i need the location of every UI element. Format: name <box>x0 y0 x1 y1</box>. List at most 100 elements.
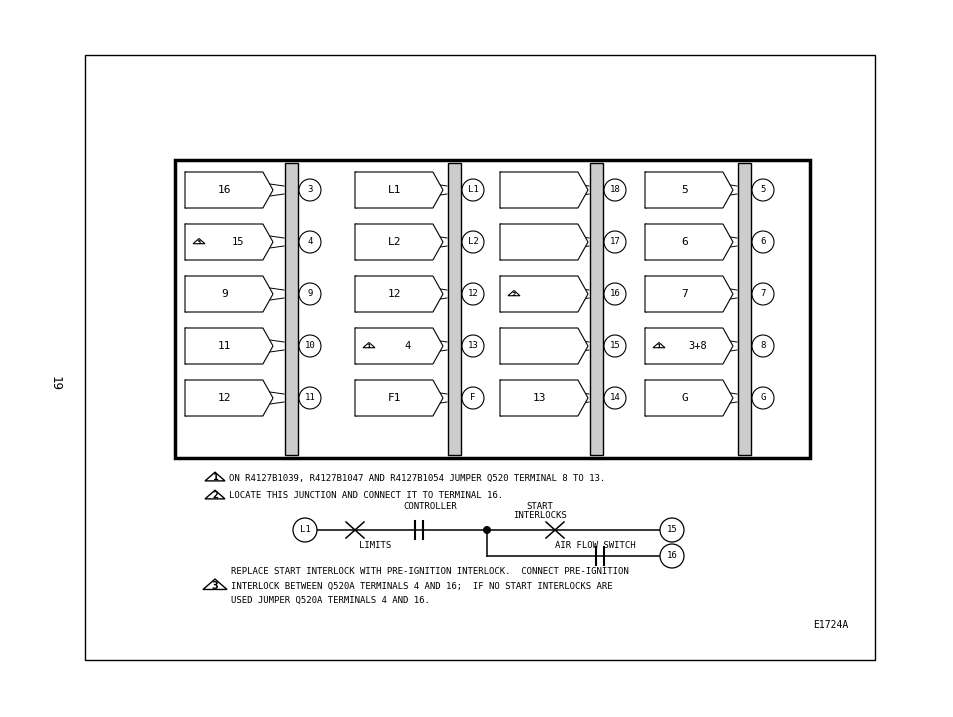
Text: LOCATE THIS JUNCTION AND CONNECT IT TO TERMINAL 16.: LOCATE THIS JUNCTION AND CONNECT IT TO T… <box>229 491 502 500</box>
Text: F: F <box>470 394 476 402</box>
Circle shape <box>461 387 483 409</box>
Text: G: G <box>680 393 687 403</box>
Text: 16: 16 <box>609 290 619 298</box>
Text: 14: 14 <box>609 394 619 402</box>
Text: 2: 2 <box>212 491 217 500</box>
Circle shape <box>603 283 625 305</box>
Text: 7: 7 <box>760 290 765 298</box>
Polygon shape <box>205 473 225 481</box>
Polygon shape <box>499 224 587 260</box>
Polygon shape <box>185 276 273 312</box>
Bar <box>448 163 460 455</box>
Text: F1: F1 <box>388 393 401 403</box>
Text: 11: 11 <box>217 341 232 351</box>
Text: INTERLOCK BETWEEN Q520A TERMINALS 4 AND 16;  IF NO START INTERLOCKS ARE: INTERLOCK BETWEEN Q520A TERMINALS 4 AND … <box>231 581 612 591</box>
Circle shape <box>751 283 773 305</box>
Text: 4: 4 <box>307 237 313 247</box>
Text: E1724A: E1724A <box>812 620 847 630</box>
Circle shape <box>751 335 773 357</box>
Text: USED JUMPER Q520A TERMINALS 4 AND 16.: USED JUMPER Q520A TERMINALS 4 AND 16. <box>231 596 430 604</box>
Bar <box>174 160 809 458</box>
Polygon shape <box>185 380 273 416</box>
Text: ON R4127B1039, R4127B1047 AND R4127B1054 JUMPER Q520 TERMINAL 8 TO 13.: ON R4127B1039, R4127B1047 AND R4127B1054… <box>229 473 604 483</box>
Text: L1: L1 <box>467 186 477 194</box>
Circle shape <box>298 179 320 201</box>
Text: 6: 6 <box>760 237 765 247</box>
Text: 8: 8 <box>760 341 765 351</box>
Circle shape <box>659 518 683 542</box>
Text: AIR FLOW SWITCH: AIR FLOW SWITCH <box>555 541 635 550</box>
Circle shape <box>751 179 773 201</box>
Text: 16: 16 <box>217 185 232 195</box>
Bar <box>738 163 750 455</box>
Text: 1: 1 <box>366 343 371 348</box>
Text: 9: 9 <box>307 290 313 298</box>
Text: L2: L2 <box>467 237 477 247</box>
Circle shape <box>461 283 483 305</box>
Circle shape <box>659 544 683 568</box>
Polygon shape <box>185 328 273 364</box>
Polygon shape <box>644 224 732 260</box>
Text: 15: 15 <box>666 526 677 534</box>
Text: 4: 4 <box>404 341 411 351</box>
Circle shape <box>603 231 625 253</box>
Circle shape <box>298 387 320 409</box>
Circle shape <box>461 231 483 253</box>
Polygon shape <box>355 224 442 260</box>
Text: 6: 6 <box>680 237 687 247</box>
Text: REPLACE START INTERLOCK WITH PRE-IGNITION INTERLOCK.  CONNECT PRE-IGNITION: REPLACE START INTERLOCK WITH PRE-IGNITIO… <box>231 567 628 576</box>
Polygon shape <box>499 172 587 208</box>
Bar <box>589 163 602 455</box>
Polygon shape <box>652 343 664 348</box>
Text: 13: 13 <box>533 393 546 403</box>
Circle shape <box>298 231 320 253</box>
Polygon shape <box>644 276 732 312</box>
Text: 10: 10 <box>304 341 315 351</box>
Polygon shape <box>205 490 225 499</box>
Polygon shape <box>644 328 732 364</box>
Polygon shape <box>499 380 587 416</box>
Text: 2: 2 <box>511 292 516 297</box>
Text: 9: 9 <box>221 289 228 299</box>
Bar <box>85 55 874 660</box>
Polygon shape <box>355 380 442 416</box>
Circle shape <box>461 335 483 357</box>
Text: 12: 12 <box>388 289 401 299</box>
Circle shape <box>293 518 316 542</box>
Polygon shape <box>355 276 442 312</box>
Circle shape <box>751 387 773 409</box>
Circle shape <box>603 179 625 201</box>
Bar <box>285 163 297 455</box>
Text: 3: 3 <box>212 581 218 591</box>
Polygon shape <box>355 328 442 364</box>
Text: G: G <box>760 394 765 402</box>
Text: INTERLOCKS: INTERLOCKS <box>513 511 566 520</box>
Polygon shape <box>185 224 273 260</box>
Polygon shape <box>355 172 442 208</box>
Circle shape <box>751 231 773 253</box>
Text: LIMITS: LIMITS <box>358 541 391 550</box>
Text: 12: 12 <box>217 393 232 403</box>
Polygon shape <box>507 290 519 295</box>
Text: 1: 1 <box>656 343 660 348</box>
Text: 11: 11 <box>304 394 315 402</box>
Polygon shape <box>363 343 375 348</box>
Text: 15: 15 <box>232 237 244 247</box>
Text: L1: L1 <box>299 526 310 534</box>
Text: 1: 1 <box>212 473 217 483</box>
Circle shape <box>298 335 320 357</box>
Polygon shape <box>203 579 227 589</box>
Polygon shape <box>499 328 587 364</box>
Text: 19: 19 <box>49 376 61 391</box>
Circle shape <box>298 283 320 305</box>
Text: L2: L2 <box>388 237 401 247</box>
Text: 18: 18 <box>609 186 619 194</box>
Circle shape <box>603 387 625 409</box>
Circle shape <box>461 179 483 201</box>
Text: START: START <box>526 502 553 511</box>
Text: 5: 5 <box>760 186 765 194</box>
Text: 16: 16 <box>666 551 677 561</box>
Text: 17: 17 <box>609 237 619 247</box>
Polygon shape <box>185 172 273 208</box>
Text: 5: 5 <box>680 185 687 195</box>
